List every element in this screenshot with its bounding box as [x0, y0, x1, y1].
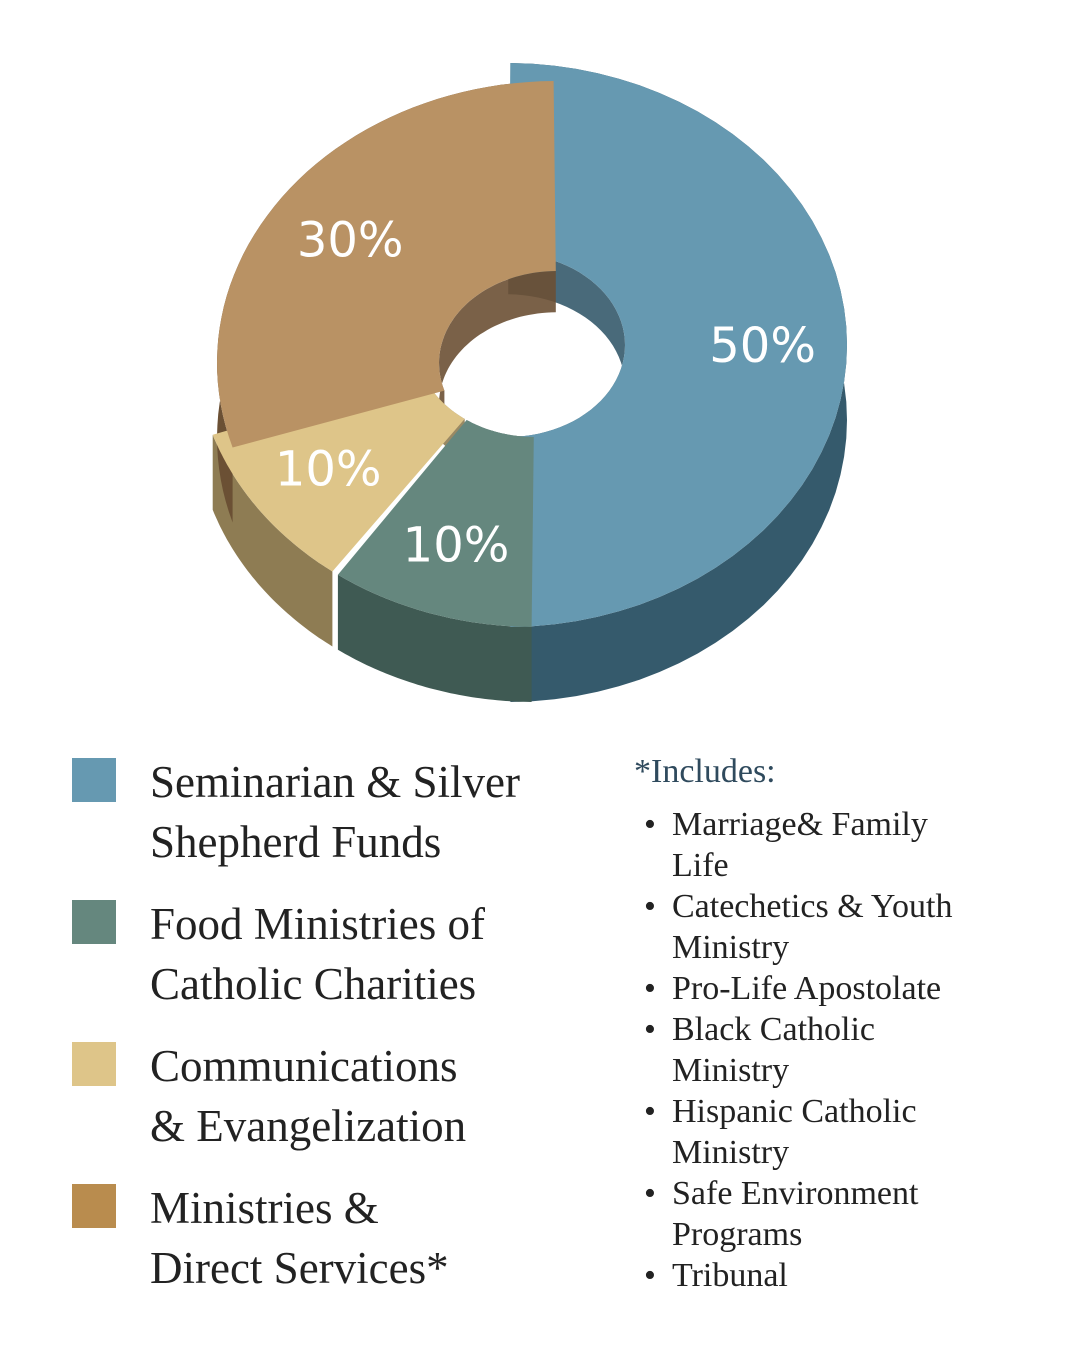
donut-side-communications: [212, 434, 333, 647]
legend-label-food: Food Ministries of Catholic Charities: [150, 899, 486, 1009]
legend-item-food: Food Ministries of Catholic Charities: [72, 894, 612, 1014]
includes-item: Safe Environment Programs: [634, 1173, 1054, 1255]
donut-chart: 50% 10% 10% 30%: [212, 63, 847, 702]
includes-list: Marriage& Family Life Catechetics & Yout…: [634, 804, 1054, 1296]
legend-swatch-communications: [72, 1042, 116, 1086]
donut-chart-svg: 50% 10% 10% 30%: [212, 63, 847, 702]
data-label-food: 10%: [403, 518, 510, 574]
includes-item: Black Catholic Ministry: [634, 1009, 1054, 1091]
legend-swatch-food: [72, 900, 116, 944]
data-label-seminarian: 50%: [709, 318, 816, 374]
chart-legend: Seminarian & Silver Shepherd Funds Food …: [72, 752, 612, 1320]
includes-item: Catechetics & Youth Ministry: [634, 886, 1054, 968]
data-label-communications: 10%: [275, 441, 382, 497]
includes-item: Hispanic Catholic Ministry: [634, 1091, 1054, 1173]
includes-item: Marriage& Family Life: [634, 804, 1054, 886]
legend-label-ministries: Ministries & Direct Services*: [150, 1183, 449, 1293]
legend-item-ministries: Ministries & Direct Services*: [72, 1178, 612, 1298]
donut-slice-seminarian: [508, 63, 847, 627]
includes-title: *Includes:: [634, 753, 776, 790]
donut-slice-food: [337, 420, 534, 627]
legend-label-communications: Communications & Evangelization: [150, 1041, 467, 1151]
donut-slice-ministries: [217, 81, 556, 448]
legend-item-communications: Communications & Evangelization: [72, 1036, 612, 1156]
includes-note: *Includes: Marriage& Family Life Cateche…: [634, 752, 1054, 1296]
legend-swatch-ministries: [72, 1184, 116, 1228]
legend-item-seminarian: Seminarian & Silver Shepherd Funds: [72, 752, 612, 872]
donut-side-food: [337, 574, 532, 702]
legend-label-seminarian: Seminarian & Silver Shepherd Funds: [150, 757, 520, 867]
donut-inner-wall-ministries: [439, 271, 556, 432]
includes-item: Pro-Life Apostolate: [634, 968, 1054, 1009]
includes-item: Tribunal: [634, 1255, 1054, 1296]
legend-swatch-seminarian: [72, 758, 116, 802]
data-label-ministries: 30%: [297, 213, 404, 269]
